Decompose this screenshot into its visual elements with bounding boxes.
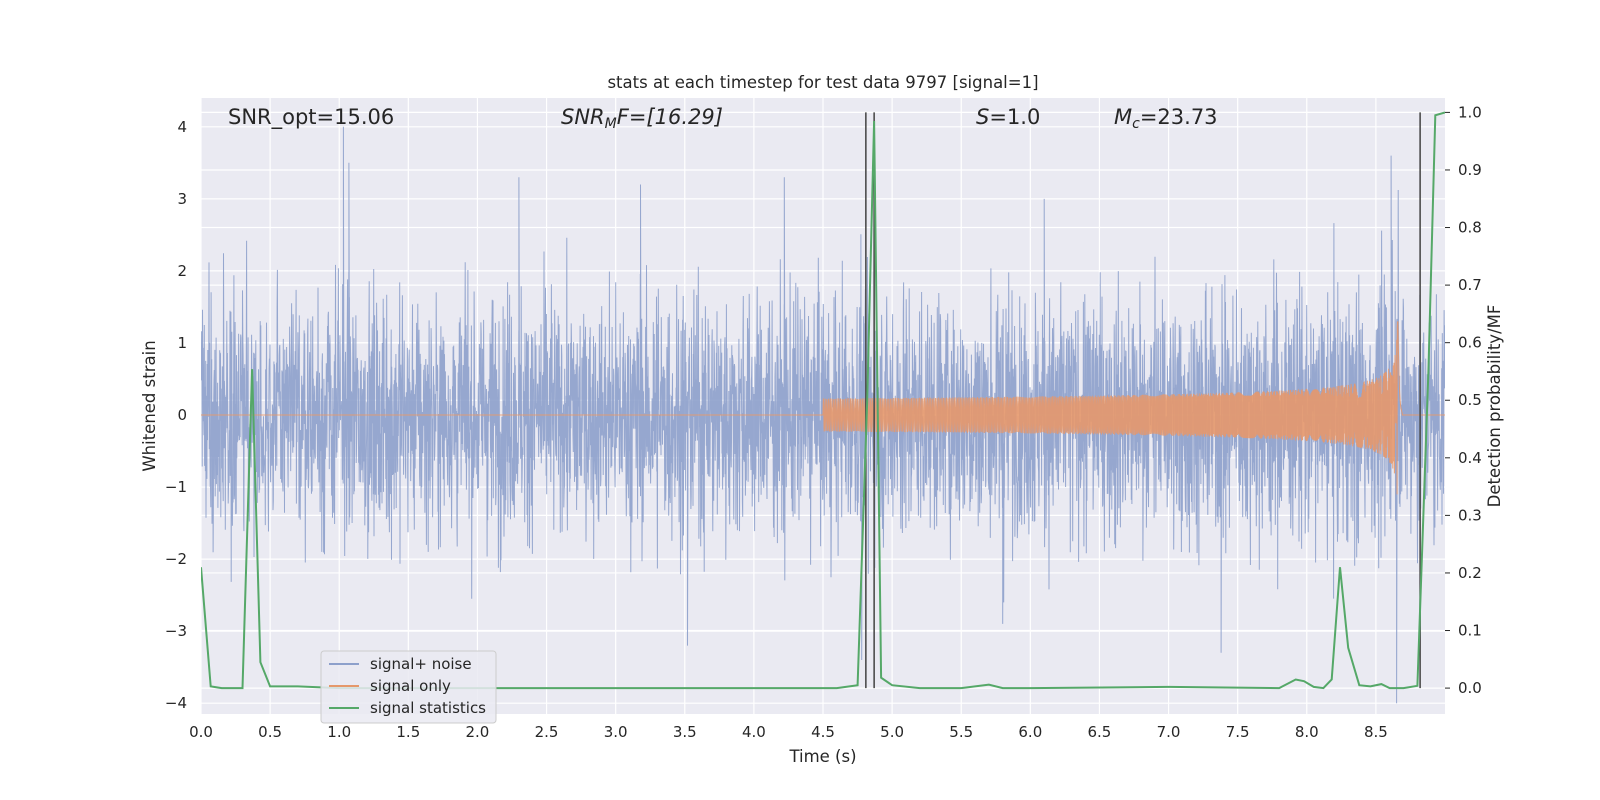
x-tick-label: 8.0 (1295, 723, 1319, 741)
annotation-s-var: S (976, 105, 989, 129)
legend: signal+ noise signal only signal statist… (320, 650, 497, 724)
y-tick-label: −1 (165, 478, 187, 496)
annotation-snr-mf-sub: M (605, 116, 617, 132)
y2-tick-label: 0.9 (1458, 161, 1482, 179)
y2-tick-label: 0.3 (1458, 506, 1482, 524)
annotation-mc-rest: =23.73 (1140, 105, 1218, 129)
annotation-s: S=1.0 (976, 105, 1040, 129)
x-tick-label: 1.5 (396, 723, 420, 741)
y-tick-label: −3 (165, 622, 187, 640)
legend-box (320, 650, 497, 724)
y-tick-labels: 4 3 2 1 0 −1 −2 −3 −4 (165, 118, 187, 712)
x-axis-label: Time (s) (788, 747, 856, 766)
y2-tick-label: 1.0 (1458, 103, 1482, 121)
annotation-snr-mf: SNRMF=[16.29] (561, 105, 723, 132)
x-tick-label: 8.5 (1364, 723, 1388, 741)
y2-tick-label: 0.6 (1458, 334, 1482, 352)
y2-tick-label: 0.7 (1458, 276, 1482, 294)
y2-axis-label: Detection probability/MF (1485, 305, 1504, 508)
y2-tick-label: 0.5 (1458, 391, 1482, 409)
x-tick-label: 0.5 (258, 723, 282, 741)
x-tick-label: 7.0 (1157, 723, 1181, 741)
x-tick-label: 7.5 (1226, 723, 1250, 741)
y2-tick-label: 0.0 (1458, 679, 1482, 697)
x-tick-label: 6.5 (1088, 723, 1112, 741)
y-tick-label: 3 (177, 190, 187, 208)
series-signal-statistics-line (201, 111, 1445, 690)
series-signal-noise-line (201, 126, 1445, 704)
y-tick-label: 1 (177, 334, 187, 352)
annotation-snr-mf-rest: F=[16.29] (617, 105, 723, 129)
chart-title: stats at each timestep for test data 979… (607, 73, 1038, 92)
y-tick-label: −2 (165, 550, 187, 568)
annotation-mc-var: M (1114, 105, 1132, 129)
annotation-s-rest: =1.0 (989, 105, 1040, 129)
x-tick-label: 4.0 (742, 723, 766, 741)
annotation-mc-sub: c (1132, 116, 1140, 132)
x-tick-label: 0.0 (189, 723, 213, 741)
x-tick-label: 2.0 (466, 723, 490, 741)
y2-tick-label: 0.4 (1458, 449, 1482, 467)
legend-label-signal-statistics: signal statistics (370, 699, 486, 717)
y2-tick-label: 0.1 (1458, 622, 1482, 640)
annotation-snr-opt: SNR_opt=15.06 (228, 105, 394, 130)
y-tick-label: 4 (177, 118, 187, 136)
legend-label-signal-only: signal only (370, 677, 451, 695)
legend-label-signal-noise: signal+ noise (370, 655, 472, 673)
series-signal-only-line (201, 321, 1445, 495)
y-tick-label: 0 (177, 406, 187, 424)
x-tick-label: 5.5 (949, 723, 973, 741)
y-tick-label: −4 (165, 694, 187, 712)
x-tick-label: 1.0 (327, 723, 351, 741)
x-tick-label: 4.5 (811, 723, 835, 741)
x-tick-labels: 0.0 0.5 1.0 1.5 2.0 2.5 3.0 3.5 4.0 4.5 5.0 5.5 6.0 6… (189, 723, 1388, 741)
x-tick-label: 3.5 (673, 723, 697, 741)
x-tick-label: 2.5 (535, 723, 559, 741)
x-tick-label: 3.0 (604, 723, 628, 741)
y2-tick-label: 0.2 (1458, 564, 1482, 582)
annotation-mc: Mc=23.73 (1114, 105, 1218, 132)
x-tick-label: 6.0 (1018, 723, 1042, 741)
y-tick-label: 2 (177, 262, 187, 280)
y-axis-label: Whitened strain (140, 340, 159, 471)
y2-tick-labels: 1.0 0.9 0.8 0.7 0.6 0.5 0.4 0.3 0.2 0.1 0.0 (1445, 103, 1482, 697)
annotation-snr-mf-base: SNR (561, 105, 605, 129)
x-tick-label: 5.0 (880, 723, 904, 741)
y2-tick-label: 0.8 (1458, 219, 1482, 237)
